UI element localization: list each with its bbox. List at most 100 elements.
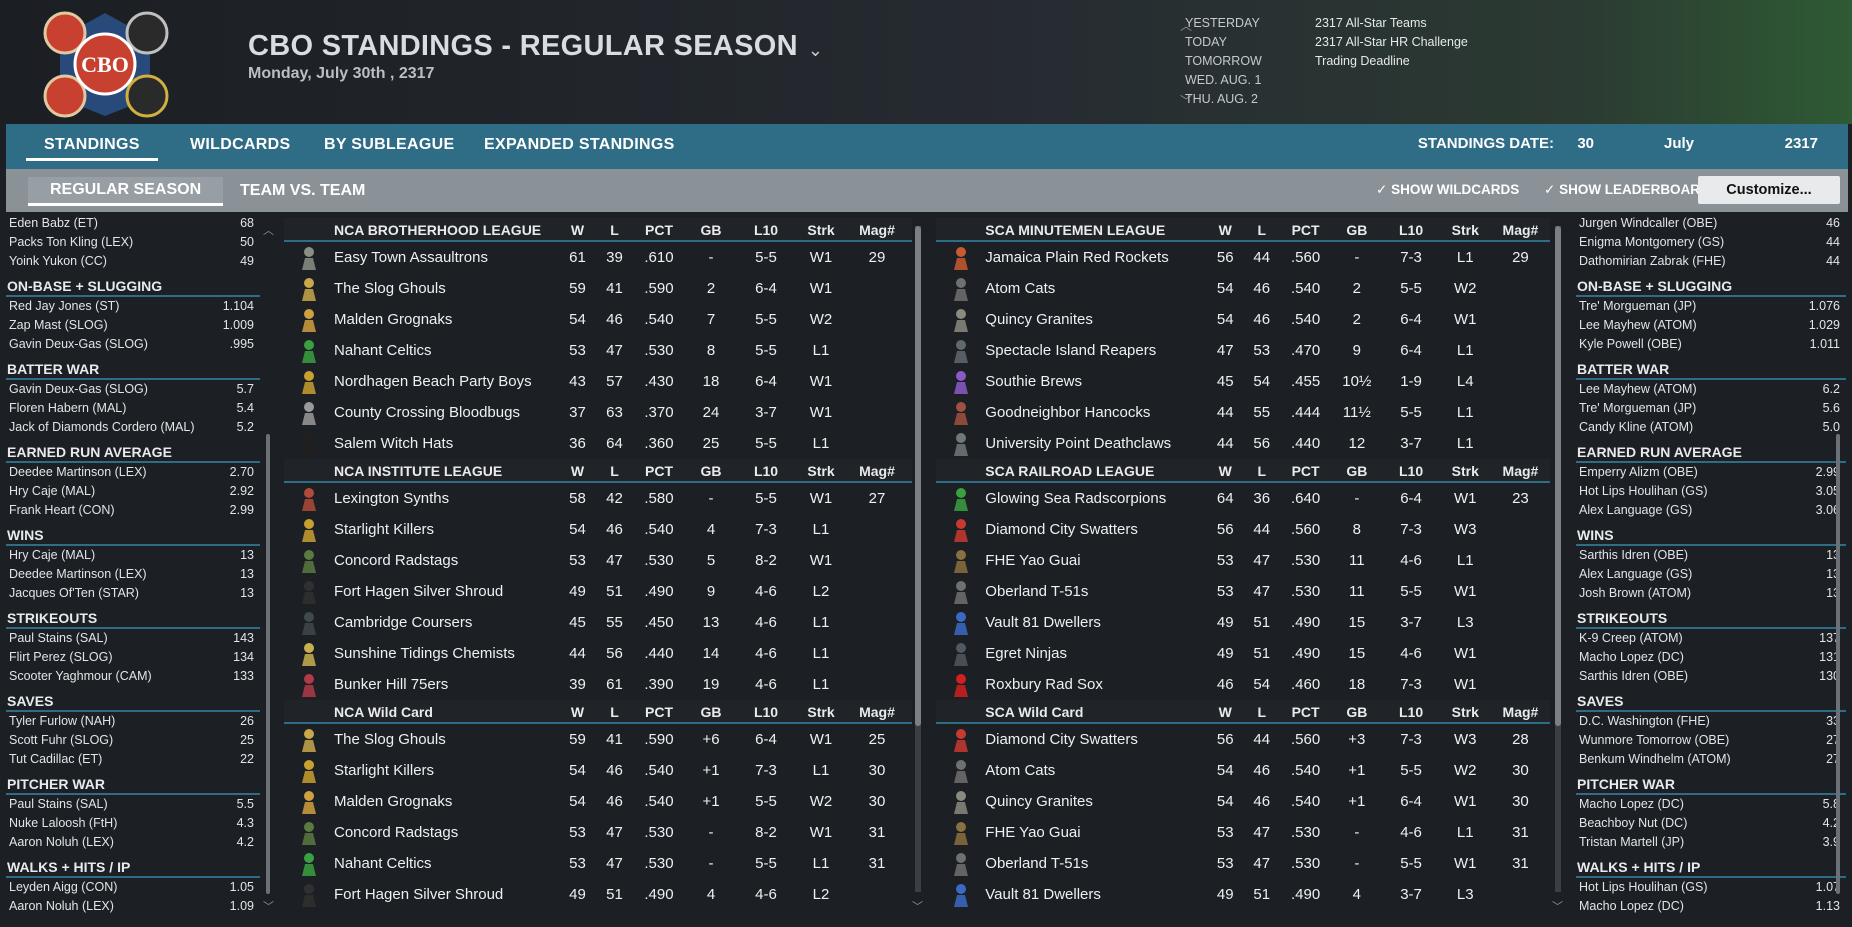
team-row[interactable]: Oberland T-51s 53 47 .530 11 5-5 W1 — [936, 576, 1550, 607]
tab-expanded-standings[interactable]: EXPANDED STANDINGS — [484, 136, 675, 153]
leader-row[interactable]: Hot Lips Houlihan (GS) 3.05 — [1576, 482, 1846, 501]
column-header-l10[interactable]: L10 — [753, 222, 779, 238]
team-name[interactable]: Quincy Granites — [985, 793, 1093, 810]
leader-row[interactable]: Frank Heart (CON) 2.99 — [6, 501, 260, 520]
leader-row[interactable]: Dathomirian Zabrak (FHE) 44 — [1576, 252, 1846, 271]
leader-row[interactable]: Leyden Aigg (CON) 1.05 — [6, 878, 260, 897]
team-row[interactable]: Concord Radstags 53 47 .530 - 8-2 W1 31 — [284, 817, 912, 848]
column-header-pct[interactable]: PCT — [645, 704, 673, 720]
team-name[interactable]: Bunker Hill 75ers — [334, 676, 449, 693]
leader-row[interactable]: Tristan Martell (JP) 3.9 — [1576, 833, 1846, 852]
team-name[interactable]: Starlight Killers — [334, 521, 435, 538]
team-row[interactable]: Lexington Synths 58 42 .580 - 5-5 W1 27 — [284, 483, 912, 514]
team-row[interactable]: Bunker Hill 75ers 39 61 .390 19 4-6 L1 — [284, 669, 912, 700]
column-header-gb[interactable]: GB — [1346, 463, 1368, 479]
standings-date-year[interactable]: 2317 — [1784, 135, 1818, 152]
column-header-l[interactable]: L — [610, 222, 619, 238]
leader-row[interactable]: Scooter Yaghmour (CAM) 133 — [6, 667, 260, 686]
leader-row[interactable]: Tyler Furlow (NAH) 26 — [6, 712, 260, 731]
column-header-l10[interactable]: L10 — [753, 463, 779, 479]
team-name[interactable]: Malden Grognaks — [334, 793, 453, 810]
team-name[interactable]: Glowing Sea Radscorpions — [985, 490, 1167, 507]
team-name[interactable]: Southie Brews — [985, 373, 1082, 390]
chevron-down-icon[interactable]: ⌄ — [807, 40, 823, 61]
chevron-down-icon[interactable]: ﹀ — [1180, 94, 1193, 108]
column-header-l10[interactable]: L10 — [1398, 463, 1424, 479]
leader-row[interactable]: Sarthis Idren (OBE) 130 — [1576, 667, 1846, 686]
column-header-strk[interactable]: Strk — [807, 222, 835, 238]
leader-row[interactable]: Deedee Martinson (LEX) 2.70 — [6, 463, 260, 482]
team-name[interactable]: Starlight Killers — [334, 762, 435, 779]
scroll-down-icon[interactable]: ﹀ — [1552, 901, 1563, 913]
leader-row[interactable]: Packs Ton Kling (LEX) 50 — [6, 233, 260, 252]
column-header-gb[interactable]: GB — [1346, 704, 1368, 720]
leader-row[interactable]: Yoink Yukon (CC) 49 — [6, 252, 260, 271]
leader-row[interactable]: Candy Kline (ATOM) 5.0 — [1576, 418, 1846, 437]
leader-row[interactable]: Josh Brown (ATOM) 13 — [1576, 584, 1846, 603]
leader-row[interactable]: Tre' Morgueman (JP) 1.076 — [1576, 297, 1846, 316]
leader-row[interactable]: Paul Stains (SAL) 5.5 — [6, 795, 260, 814]
team-row[interactable]: Starlight Killers 54 46 .540 +1 7-3 L1 30 — [284, 755, 912, 786]
team-row[interactable]: The Slog Ghouls 59 41 .590 +6 6-4 W1 25 — [284, 724, 912, 755]
leader-row[interactable]: Nuke Laloosh (FtH) 4.3 — [6, 814, 260, 833]
leader-row[interactable]: Gavin Deux-Gas (SLOG) .995 — [6, 335, 260, 354]
leader-row[interactable]: Sarthis Idren (OBE) 13 — [1576, 546, 1846, 565]
team-row[interactable]: Roxbury Rad Sox 46 54 .460 18 7-3 W1 — [936, 669, 1550, 700]
scroll-down-icon[interactable]: ﹀ — [912, 901, 923, 913]
leader-row[interactable]: Tre' Morgueman (JP) 5.6 — [1576, 399, 1846, 418]
leader-row[interactable]: Eden Babz (ET) 68 — [6, 214, 260, 233]
team-row[interactable]: Fort Hagen Silver Shroud 49 51 .490 4 4-6 L2 — [284, 879, 912, 910]
column-header-l[interactable]: L — [1257, 222, 1267, 238]
leader-row[interactable]: Red Jay Jones (ST) 1.104 — [6, 297, 260, 316]
column-header-l10[interactable]: L10 — [1398, 704, 1424, 720]
schedule-row[interactable]: TOMORROW Trading Deadline — [1185, 54, 1468, 73]
leader-row[interactable]: Aaron Noluh (LEX) 4.2 — [6, 833, 260, 852]
team-row[interactable]: Starlight Killers 54 46 .540 4 7-3 L1 — [284, 514, 912, 545]
leader-row[interactable]: Kyle Powell (OBE) 1.011 — [1576, 335, 1846, 354]
team-name[interactable]: FHE Yao Guai — [985, 824, 1081, 841]
team-row[interactable]: University Point Deathclaws 44 56 .440 12 3-7… — [936, 428, 1550, 459]
team-row[interactable]: Malden Grognaks 54 46 .540 7 5-5 W2 — [284, 304, 912, 335]
team-row[interactable]: Oberland T-51s 53 47 .530 - 5-5 W1 31 — [936, 848, 1550, 879]
leader-row[interactable]: Lee Mayhew (ATOM) 1.029 — [1576, 316, 1846, 335]
column-header-w[interactable]: W — [1218, 704, 1232, 720]
league-name[interactable]: SCA MINUTEMEN LEAGUE — [985, 222, 1166, 238]
standings-left-scrollbar[interactable] — [915, 226, 921, 892]
team-name[interactable]: Oberland T-51s — [985, 855, 1089, 872]
leader-row[interactable]: Tut Cadillac (ET) 22 — [6, 750, 260, 769]
schedule-row[interactable]: WED. AUG. 1 — [1185, 73, 1468, 92]
column-header-mag[interactable]: Mag# — [1502, 463, 1539, 479]
leader-row[interactable]: K-9 Creep (ATOM) 137 — [1576, 629, 1846, 648]
standings-right-scrollbar[interactable] — [1555, 226, 1561, 892]
team-name[interactable]: Nordhagen Beach Party Boys — [334, 373, 532, 390]
league-name[interactable]: NCA BROTHERHOOD LEAGUE — [334, 222, 542, 238]
leader-row[interactable]: Scott Fuhr (SLOG) 25 — [6, 731, 260, 750]
leaderboard-right-scrollbar[interactable] — [1836, 434, 1840, 894]
schedule-row[interactable]: THU. AUG. 2 — [1185, 92, 1468, 111]
chevron-up-icon[interactable]: ︿ — [1180, 19, 1193, 33]
column-header-mag[interactable]: Mag# — [859, 463, 895, 479]
column-header-l10[interactable]: L10 — [1398, 222, 1424, 238]
leader-row[interactable]: Lee Mayhew (ATOM) 6.2 — [1576, 380, 1846, 399]
leader-row[interactable]: Macho Lopez (DC) 1.13 — [1576, 897, 1846, 914]
team-row[interactable]: Quincy Granites 54 46 .540 +1 6-4 W1 30 — [936, 786, 1550, 817]
leader-row[interactable]: Gavin Deux-Gas (SLOG) 5.7 — [6, 380, 260, 399]
league-name[interactable]: NCA Wild Card — [334, 704, 433, 720]
team-name[interactable]: Diamond City Swatters — [985, 731, 1138, 748]
team-row[interactable]: Southie Brews 45 54 .455 10½ 1-9 L4 — [936, 366, 1550, 397]
leader-row[interactable]: Emperry Alizm (OBE) 2.99 — [1576, 463, 1846, 482]
team-name[interactable]: Oberland T-51s — [985, 583, 1089, 600]
leader-row[interactable]: Aaron Noluh (LEX) 1.09 — [6, 897, 260, 914]
column-header-mag[interactable]: Mag# — [859, 222, 895, 238]
column-header-w[interactable]: W — [570, 463, 585, 479]
team-row[interactable]: Cambridge Coursers 45 55 .450 13 4-6 L1 — [284, 607, 912, 638]
team-name[interactable]: Roxbury Rad Sox — [985, 676, 1103, 693]
team-row[interactable]: Nahant Celtics 53 47 .530 8 5-5 L1 — [284, 335, 912, 366]
team-row[interactable]: Glowing Sea Radscorpions 64 36 .640 - 6-4 W1 23 — [936, 483, 1550, 514]
leader-row[interactable]: Jurgen Windcaller (OBE) 46 — [1576, 214, 1846, 233]
team-name[interactable]: Vault 81 Dwellers — [985, 886, 1101, 903]
tab-by-subleague[interactable]: BY SUBLEAGUE — [324, 136, 455, 153]
tab-team-vs-team[interactable]: TEAM VS. TEAM — [240, 182, 366, 199]
column-header-mag[interactable]: Mag# — [859, 704, 895, 720]
column-header-pct[interactable]: PCT — [1291, 704, 1320, 720]
